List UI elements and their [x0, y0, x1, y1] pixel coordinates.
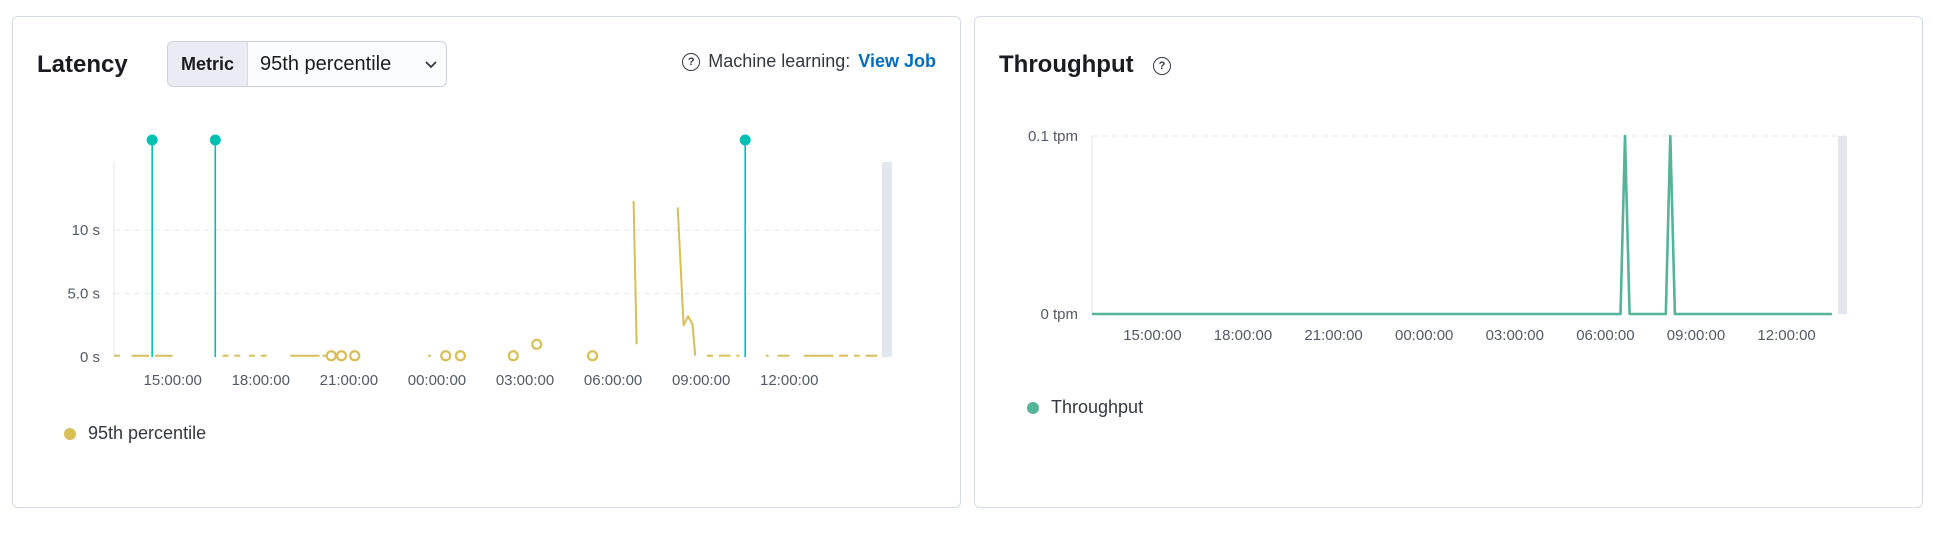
series-line-segment	[632, 200, 638, 345]
x-tick-label: 03:00:00	[1486, 327, 1544, 344]
y-tick-label: 5.0 s	[67, 286, 100, 303]
x-tick-label: 09:00:00	[672, 372, 730, 389]
series-point	[349, 350, 361, 362]
anomaly-annotation-marker	[146, 134, 158, 146]
latency-title: Latency	[37, 51, 128, 78]
x-tick-label: 12:00:00	[760, 372, 818, 389]
throughput-title: Throughput	[999, 51, 1134, 78]
y-tick-label: 10 s	[72, 222, 100, 239]
legend-label[interactable]: 95th percentile	[88, 423, 207, 443]
y-tick-label: 0 tpm	[1040, 306, 1078, 323]
chevron-down-icon[interactable]	[416, 56, 446, 72]
x-tick-label: 15:00:00	[144, 372, 202, 389]
x-tick-label: 18:00:00	[232, 372, 290, 389]
metric-select-value[interactable]: 95th percentile	[260, 52, 392, 75]
series-point	[531, 338, 543, 350]
x-tick-label: 12:00:00	[1757, 327, 1815, 344]
x-tick-label: 21:00:00	[1304, 327, 1362, 344]
series-point	[335, 350, 348, 362]
y-tick-label: 0.1 tpm	[1028, 128, 1078, 145]
series-point	[454, 350, 467, 362]
x-tick-label: 18:00:00	[1214, 327, 1272, 344]
question-icon: ?	[682, 52, 701, 71]
y-tick-label: 0 s	[80, 349, 100, 366]
ml-row: ? Machine learning: View Job	[682, 51, 936, 72]
end-band	[1838, 136, 1847, 314]
series-point	[440, 350, 452, 362]
x-tick-label: 21:00:00	[320, 372, 378, 389]
question-icon[interactable]: ?	[1153, 57, 1171, 75]
throughput-chart: 0 tpm 0.1 tpm 15:00:00 18:00:00 21:00:00 00:0…	[1028, 128, 1847, 344]
latency-legend[interactable]: 95th percentile	[64, 423, 206, 444]
latency-panel: Latency Metric 95th percentile ? Machine…	[12, 16, 961, 508]
x-tick-label: 00:00:00	[1395, 327, 1453, 344]
x-tick-label: 06:00:00	[1576, 327, 1634, 344]
latency-chart: 0 s 5.0 s 10 s 15:00:00 18:00:00 21:00:00 00:0…	[67, 134, 892, 389]
x-tick-label: 00:00:00	[408, 372, 466, 389]
anomaly-annotation-marker	[209, 134, 221, 146]
series-line-segment	[676, 207, 697, 356]
x-tick-label: 06:00:00	[584, 372, 642, 389]
ml-label: Machine learning:	[708, 51, 851, 71]
x-tick-label: 09:00:00	[1667, 327, 1725, 344]
end-band	[882, 162, 892, 357]
x-tick-label: 03:00:00	[496, 372, 554, 389]
anomaly-annotation-marker	[739, 134, 751, 146]
metric-select-prepend: Metric	[168, 42, 249, 86]
legend-color-dot	[1027, 401, 1039, 414]
legend-label[interactable]: Throughput	[1051, 397, 1144, 417]
throughput-legend[interactable]: Throughput	[1027, 397, 1143, 418]
view-job-link[interactable]: View Job	[858, 51, 936, 71]
series-line	[1092, 134, 1832, 316]
throughput-panel: Throughput ? 0 tpm 0.1 tpm 15:00:00 18:00:0…	[974, 16, 1923, 508]
x-tick-label: 15:00:00	[1123, 327, 1181, 344]
series-point	[507, 350, 519, 362]
series-point	[325, 350, 337, 362]
legend-color-dot	[64, 427, 76, 440]
metric-select[interactable]: Metric 95th percentile	[167, 41, 447, 87]
series-point	[586, 350, 599, 362]
